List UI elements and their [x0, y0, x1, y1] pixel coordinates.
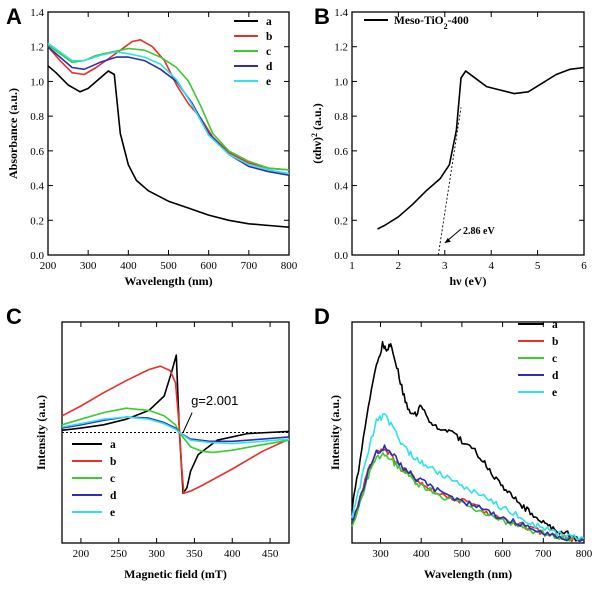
plot-frame: [351, 321, 585, 544]
panel-label: C: [6, 304, 22, 329]
g-factor-annotation: g=2.001: [191, 393, 238, 408]
x-tick-label: 300: [372, 548, 389, 560]
x-tick-label: 2: [396, 260, 402, 272]
x-tick-label: 200: [73, 548, 90, 560]
tangent-line: [437, 107, 462, 256]
legend-label-e: e: [552, 387, 557, 399]
series-line-a: [47, 65, 290, 228]
legend-label-a: a: [266, 16, 272, 28]
y-tick-label: 1.0: [334, 76, 348, 88]
x-tick-label: 400: [120, 260, 137, 272]
y-axis-label: (αhν)2 (a.u.): [310, 103, 325, 163]
panel-label: D: [314, 304, 330, 329]
series-line-c: [61, 407, 290, 454]
series-line-e: [351, 413, 585, 541]
y-tick-label: 0.4: [334, 181, 348, 193]
y-tick-label: 0.4: [30, 181, 44, 193]
x-tick-label: 200: [40, 260, 57, 272]
legend-label: Meso-TiO2-400: [394, 15, 469, 31]
x-tick-label: 700: [241, 260, 258, 272]
y-tick-label: 1.0: [30, 76, 44, 88]
legend-label-c: c: [552, 353, 557, 365]
x-tick-label: 300: [148, 548, 165, 560]
x-tick-label: 500: [160, 260, 177, 272]
x-tick-label: 800: [576, 548, 593, 560]
x-tick-label: 600: [200, 260, 217, 272]
series-line-c: [47, 44, 290, 171]
x-tick-label: 350: [186, 548, 203, 560]
x-tick-label: 3: [442, 260, 448, 272]
y-tick-label: 1.4: [334, 7, 348, 19]
y-tick-label: 0.6: [30, 146, 44, 158]
x-axis-label: Wavelength (nm): [124, 274, 212, 288]
series-line-e: [61, 416, 290, 445]
x-tick-label: 4: [488, 260, 494, 272]
y-tick-label: 0.8: [30, 111, 44, 123]
series-line-e: [47, 42, 290, 175]
series-line-d: [61, 416, 290, 443]
x-tick-label: 6: [581, 260, 587, 272]
legend-label-a: a: [552, 319, 558, 331]
x-tick-label: 300: [80, 260, 97, 272]
series-line-b: [47, 39, 290, 171]
y-axis-label: Absorbance (a.u.): [6, 88, 20, 179]
y-tick-label: 0.0: [30, 250, 44, 262]
panel-label: A: [6, 4, 22, 29]
legend-label-d: d: [266, 61, 273, 73]
x-tick-label: 450: [262, 548, 279, 560]
x-tick-label: 400: [413, 548, 430, 560]
legend-label-e: e: [266, 76, 271, 88]
legend-label-b: b: [552, 336, 558, 348]
legend-label-e: e: [110, 507, 115, 519]
y-axis-label: Intensity (a.u.): [328, 395, 342, 470]
x-tick-label: 400: [224, 548, 241, 560]
panel-b: B 1 2 3 4 5 6 0.0 0.2 0.4 0.6 0.8 1.0 1.2 1.4 Meso-TiO2…: [310, 4, 588, 288]
legend-label-d: d: [110, 490, 117, 502]
series-line-a: [61, 354, 290, 495]
annotation-arrowhead: [444, 237, 451, 243]
y-tick-label: 0.8: [334, 111, 348, 123]
series-line-a: [351, 340, 585, 542]
series-line-main: [377, 66, 585, 230]
y-tick-label: 0.0: [334, 250, 348, 262]
plot-frame: [47, 11, 290, 256]
legend-label-c: c: [110, 473, 115, 485]
series-line-c: [351, 452, 585, 543]
legend-label-a: a: [110, 439, 116, 451]
legend-label-b: b: [110, 456, 116, 468]
x-tick-label: 1: [349, 260, 355, 272]
annotation-arrow: [182, 412, 193, 433]
x-tick-label: 700: [535, 548, 552, 560]
legend-label-c: c: [266, 46, 271, 58]
y-tick-label: 0.2: [334, 215, 348, 227]
y-tick-label: 0.2: [30, 215, 44, 227]
y-tick-label: 1.2: [30, 42, 44, 54]
bandgap-annotation: 2.86 eV: [463, 226, 495, 237]
x-axis-label: hν (eV): [449, 274, 486, 288]
y-axis-label: Intensity (a.u.): [34, 395, 48, 470]
x-tick-label: 500: [454, 548, 471, 560]
x-axis-label: Wavelength (nm): [424, 567, 512, 581]
y-tick-label: 1.2: [334, 42, 348, 54]
legend-label-b: b: [266, 31, 272, 43]
x-tick-label: 800: [281, 260, 298, 272]
legend-label-d: d: [552, 370, 559, 382]
x-tick-label: 5: [535, 260, 541, 272]
y-tick-label: 1.4: [30, 7, 44, 19]
x-axis-label: Magnetic field (mT): [124, 567, 227, 581]
panel-label: B: [314, 4, 330, 29]
series-line-b: [351, 447, 585, 543]
series-line-b: [61, 365, 290, 495]
x-tick-label: 250: [111, 548, 128, 560]
panel-a: A 200 300 400 500 600 700 800 0.0 0.2 0.4 0.6 0.8 1.0…: [6, 4, 298, 288]
series-line-d: [351, 444, 585, 543]
y-tick-label: 0.6: [334, 146, 348, 158]
x-tick-label: 600: [494, 548, 511, 560]
plot-frame: [351, 11, 585, 256]
